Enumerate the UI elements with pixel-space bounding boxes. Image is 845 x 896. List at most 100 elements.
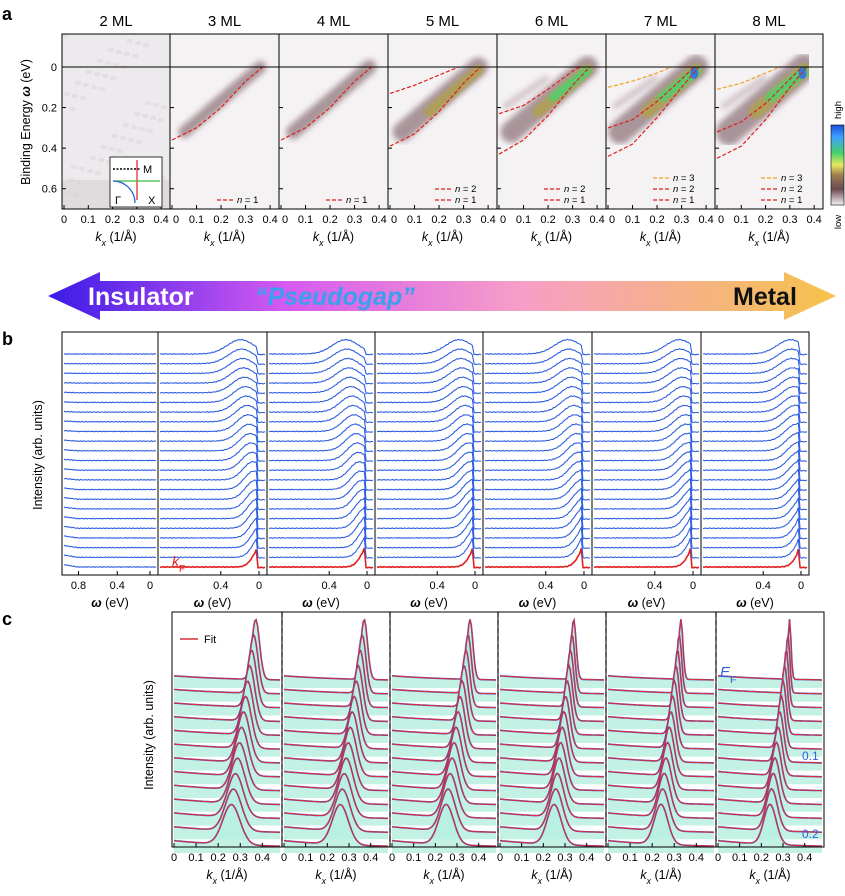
x-tick-label: 0 xyxy=(282,214,288,226)
noise-cell xyxy=(124,52,130,56)
noise-cell xyxy=(147,129,153,133)
x-axis-label: kx (1/Å) xyxy=(640,867,681,886)
mdc-fill xyxy=(718,712,822,771)
colorbar-low-label: low xyxy=(833,215,844,229)
x-tick-label: 0 xyxy=(605,852,611,864)
mdc-fit xyxy=(607,634,714,695)
edc-curve xyxy=(702,449,808,472)
mdc-fit xyxy=(391,665,496,722)
edc-curve xyxy=(484,338,591,356)
edc-curve xyxy=(268,348,374,366)
mdc-fit xyxy=(283,788,388,833)
metal-label: Metal xyxy=(733,283,797,311)
edc-curve xyxy=(484,515,591,540)
noise-cell xyxy=(102,74,108,78)
noise-cell xyxy=(62,34,68,38)
mdc-fit xyxy=(607,650,715,709)
noise-cell xyxy=(116,50,122,54)
mdc-fit xyxy=(391,742,496,792)
noise-cell xyxy=(79,167,85,171)
edc-curve xyxy=(484,459,591,482)
edc-curve xyxy=(63,516,157,520)
kf-curve xyxy=(702,548,808,569)
legend-label-n1: n = 1 xyxy=(781,195,802,206)
noise-cell xyxy=(72,94,78,98)
mdc-fill xyxy=(392,619,496,688)
x-tick-label: 0 xyxy=(718,214,724,226)
band-green xyxy=(657,66,701,102)
edc-curve xyxy=(63,401,157,404)
mdc-fit xyxy=(717,757,823,806)
edc-curve xyxy=(593,423,700,443)
edc-curve xyxy=(376,451,482,472)
mdc-fit xyxy=(391,726,497,778)
edc-curve xyxy=(63,391,156,394)
edc-curve xyxy=(702,486,808,511)
mdc-fit xyxy=(391,788,496,833)
edc-curve xyxy=(593,376,700,395)
x-tick-label: 0.1 xyxy=(298,852,313,864)
edc-curve xyxy=(63,564,157,569)
edc-curve xyxy=(63,487,157,491)
x-tick-label: 0.3 xyxy=(667,852,682,864)
mdc-fit xyxy=(391,710,496,764)
edc-curve xyxy=(484,525,591,550)
edc-curve xyxy=(484,487,591,511)
kf-label: kF xyxy=(172,553,185,575)
mdc-fill xyxy=(608,696,714,757)
y-axis-label: Intensity (arb. units) xyxy=(31,400,45,510)
edc-curve xyxy=(702,339,808,356)
edc-curve xyxy=(268,423,374,443)
mdc-fit xyxy=(391,648,497,709)
edc-curve xyxy=(702,412,808,433)
x-axis-label: ω (eV) xyxy=(519,596,557,610)
mdc-fill xyxy=(174,619,280,688)
legend-label-n1: n = 1 xyxy=(455,195,476,206)
edc-curve xyxy=(63,372,157,375)
edc-curve xyxy=(593,506,700,530)
edc-curve xyxy=(593,357,700,375)
edc-curve xyxy=(484,357,591,375)
x-axis-label: kx (1/Å) xyxy=(748,229,789,248)
mdc-fit xyxy=(283,773,388,819)
mdc-fill xyxy=(718,652,822,716)
noise-cell xyxy=(97,59,103,63)
noise-cell xyxy=(69,107,75,111)
x-tick-label: 0.4 xyxy=(255,852,270,864)
edc-curve xyxy=(703,477,808,501)
mdc-fit xyxy=(173,695,281,750)
x-tick-label: 0.4 xyxy=(698,214,713,226)
x-tick-label: 0.1 xyxy=(81,214,96,226)
x-tick-label: 0.2 xyxy=(645,852,660,864)
x-tick-label: 0.4 xyxy=(647,580,662,592)
mdc-fill xyxy=(392,696,496,757)
insulator-label: Insulator xyxy=(88,283,194,311)
pseudogap-label: “Pseudogap” xyxy=(255,283,415,311)
noise-cell xyxy=(120,136,126,140)
x-tick-label: 0 xyxy=(256,580,262,592)
band-n1-curve xyxy=(389,66,482,147)
band-yellow xyxy=(424,64,484,117)
x-tick-label: 0.3 xyxy=(341,852,356,864)
mdc-fill xyxy=(392,727,496,785)
edc-curve xyxy=(376,395,482,414)
edc-curve xyxy=(484,366,591,385)
x-tick-label: 0.4 xyxy=(689,852,704,864)
edc-curve xyxy=(377,478,482,501)
mdc-fit xyxy=(607,679,714,736)
x-tick-label: 0 xyxy=(147,580,153,592)
legend-label-n2: n = 2 xyxy=(673,184,694,195)
mdc-fill xyxy=(392,711,496,771)
mdc-fit xyxy=(391,695,497,750)
band-n1-curve xyxy=(498,66,591,155)
mdc-fill xyxy=(500,804,604,853)
x-tick-label: 0.3 xyxy=(347,214,362,226)
x-tick-label: 0.1 xyxy=(298,214,313,226)
noise-cell xyxy=(106,160,112,164)
mdc-fit xyxy=(499,618,604,681)
mdc-fit xyxy=(173,680,280,736)
edc-curve xyxy=(159,385,266,404)
x-axis-label: kx (1/Å) xyxy=(749,867,790,886)
